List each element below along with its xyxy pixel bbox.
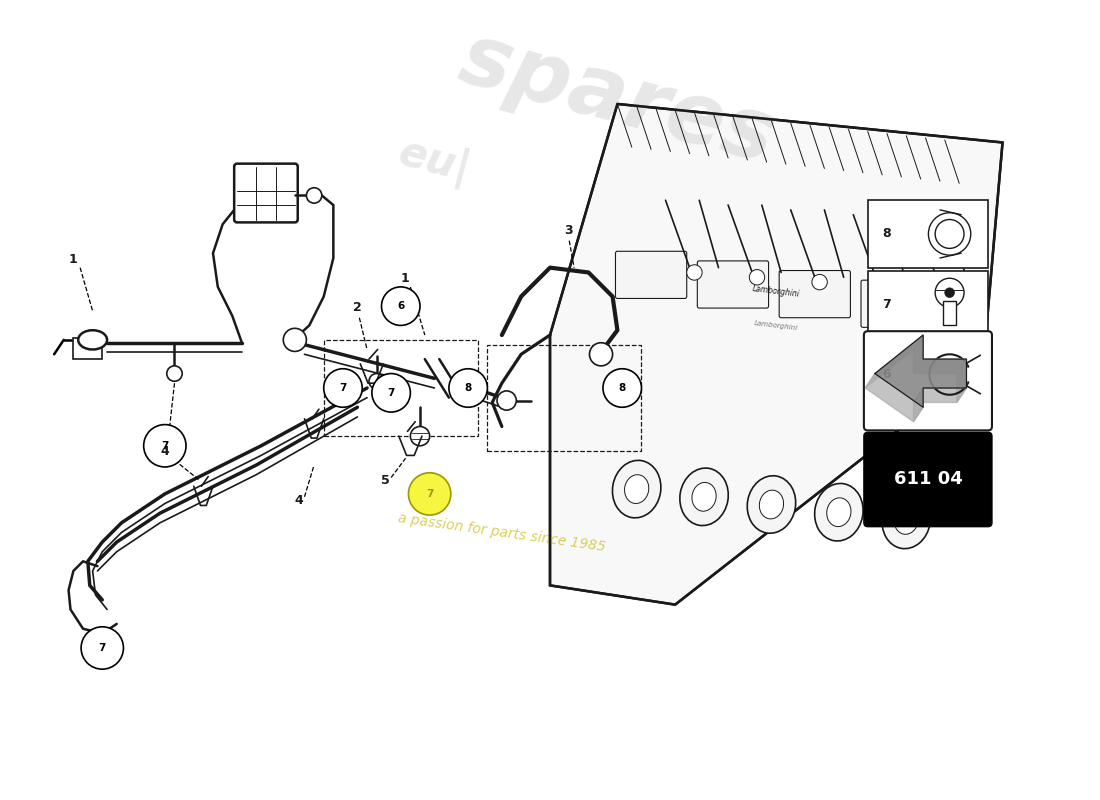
Circle shape (874, 279, 890, 294)
Text: 8: 8 (882, 227, 891, 241)
Text: eu|: eu| (394, 131, 475, 192)
Circle shape (81, 626, 123, 669)
Circle shape (307, 188, 322, 203)
Bar (868, 341, 988, 408)
Ellipse shape (759, 490, 783, 519)
Text: 5: 5 (382, 474, 390, 487)
Text: Lamborghini: Lamborghini (754, 320, 799, 331)
Circle shape (284, 328, 307, 351)
Circle shape (603, 369, 641, 407)
Text: 7: 7 (426, 489, 433, 499)
Bar (943, 302, 956, 326)
Circle shape (408, 473, 451, 515)
Bar (868, 270, 988, 338)
Polygon shape (866, 335, 923, 388)
Circle shape (323, 369, 362, 407)
Ellipse shape (692, 482, 716, 511)
Text: 7: 7 (339, 383, 346, 393)
Ellipse shape (625, 474, 649, 503)
FancyBboxPatch shape (861, 280, 933, 327)
Circle shape (382, 287, 420, 326)
Circle shape (497, 391, 516, 410)
Text: 6: 6 (397, 301, 405, 311)
Text: 2: 2 (353, 301, 362, 314)
Circle shape (749, 270, 764, 285)
Polygon shape (874, 335, 967, 407)
Text: 611 04: 611 04 (893, 470, 962, 489)
Circle shape (812, 274, 827, 290)
Ellipse shape (815, 483, 864, 541)
Circle shape (144, 425, 186, 467)
Polygon shape (913, 388, 923, 422)
Circle shape (372, 374, 410, 412)
Ellipse shape (747, 476, 795, 534)
Circle shape (590, 342, 613, 366)
Bar (323, 340, 477, 436)
Text: 8: 8 (464, 383, 472, 393)
Text: 4: 4 (295, 494, 304, 506)
Circle shape (368, 374, 384, 389)
Text: spares: spares (451, 18, 784, 181)
FancyBboxPatch shape (616, 251, 686, 298)
Ellipse shape (894, 506, 918, 534)
Ellipse shape (882, 491, 931, 549)
Bar (868, 200, 988, 268)
Circle shape (410, 426, 430, 446)
Polygon shape (913, 335, 923, 374)
Ellipse shape (78, 330, 107, 350)
Circle shape (945, 288, 955, 298)
Polygon shape (913, 388, 967, 402)
Text: Lamborghini: Lamborghini (752, 284, 801, 298)
Circle shape (935, 278, 964, 307)
Text: 1: 1 (400, 272, 409, 285)
Text: 7: 7 (162, 441, 168, 450)
Ellipse shape (680, 468, 728, 526)
Text: 3: 3 (564, 224, 573, 237)
Circle shape (167, 366, 183, 382)
Text: 7: 7 (99, 643, 106, 653)
Polygon shape (550, 104, 1002, 605)
FancyBboxPatch shape (779, 270, 850, 318)
Text: 1: 1 (68, 253, 77, 266)
Polygon shape (913, 359, 967, 374)
FancyBboxPatch shape (697, 261, 769, 308)
Bar (74, 338, 102, 359)
FancyBboxPatch shape (234, 164, 298, 222)
Text: 7: 7 (387, 388, 395, 398)
Polygon shape (957, 359, 967, 402)
Text: 7: 7 (882, 298, 891, 310)
Text: 4: 4 (160, 446, 168, 458)
Ellipse shape (827, 498, 851, 526)
Ellipse shape (613, 460, 661, 518)
Text: 8: 8 (618, 383, 626, 393)
Circle shape (686, 265, 702, 280)
Text: a passion for parts since 1985: a passion for parts since 1985 (397, 511, 606, 554)
FancyBboxPatch shape (864, 331, 992, 430)
Polygon shape (866, 374, 923, 422)
Text: 6: 6 (882, 368, 891, 381)
FancyBboxPatch shape (864, 432, 992, 526)
Circle shape (937, 284, 953, 299)
Bar (487, 345, 641, 450)
Circle shape (449, 369, 487, 407)
